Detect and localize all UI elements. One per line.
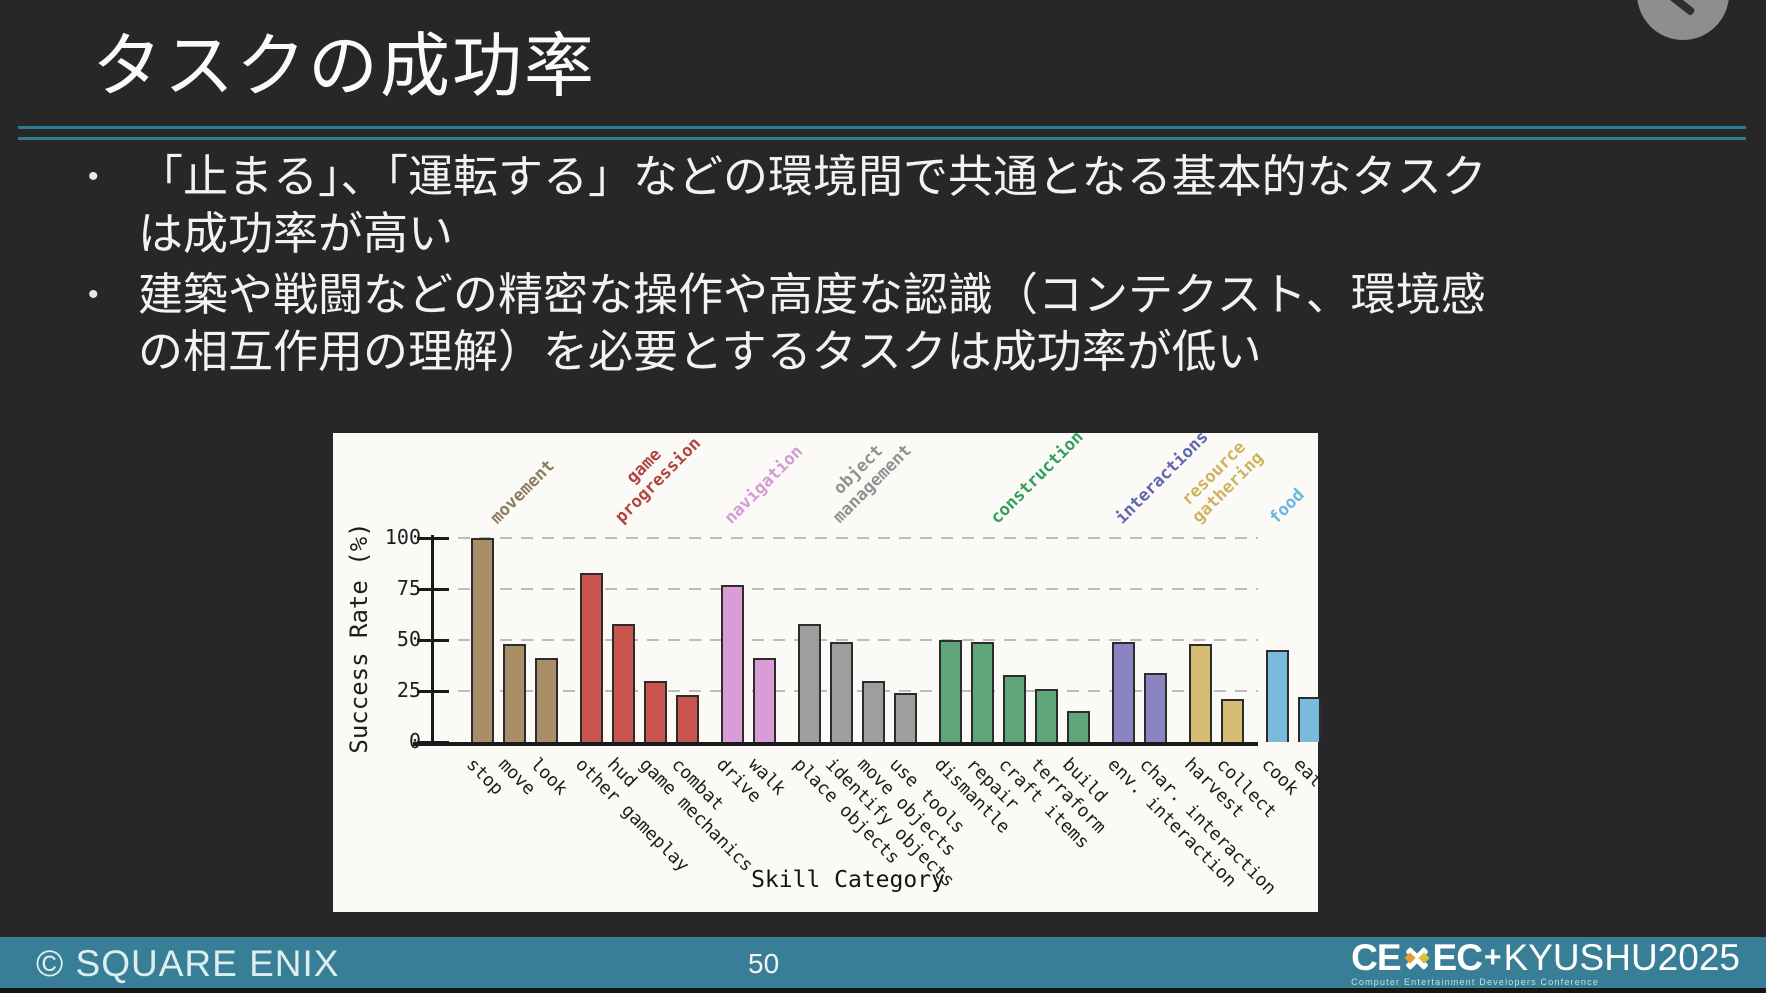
x-axis-line bbox=[413, 742, 1258, 746]
page-number: 50 bbox=[748, 948, 780, 979]
logo-plus: + bbox=[1483, 941, 1502, 974]
y-tick-label-100: 100 bbox=[384, 525, 421, 549]
back-arrow-icon bbox=[1662, 0, 1696, 17]
gridline-75 bbox=[437, 588, 1258, 590]
viewer-nav-button[interactable] bbox=[1637, 0, 1729, 40]
bar-build bbox=[1067, 711, 1090, 742]
x-axis-title: Skill Category bbox=[751, 867, 945, 893]
bar-hud bbox=[612, 624, 635, 742]
bar-move bbox=[503, 644, 526, 742]
bullet-text: 「止まる」、「運転する」などの環境間で共通となる基本的なタスクは成功率が高い bbox=[138, 151, 1487, 260]
bar-stop bbox=[471, 538, 494, 742]
bullet-marker: • bbox=[88, 278, 99, 312]
y-axis-line bbox=[431, 535, 434, 746]
bar-env-interaction bbox=[1112, 642, 1135, 742]
bullet-text: 建築や戦闘などの精密な操作や高度な認識（コンテクスト、環境感の相互作用の理解）を… bbox=[138, 269, 1486, 378]
bar-char-interaction bbox=[1144, 673, 1167, 742]
chart-panel: Success Rate (%) Skill Category 0 25 50 75 1… bbox=[333, 427, 1326, 912]
bar-eat bbox=[1298, 697, 1321, 742]
bar-walk bbox=[753, 658, 776, 742]
logo-text-left: CE bbox=[1351, 937, 1401, 978]
gridline-50 bbox=[437, 639, 1258, 641]
bar-chart: Success Rate (%) Skill Category 0 25 50 75 1… bbox=[333, 427, 1326, 912]
bullet-item: • 「止まる」、「運転する」などの環境間で共通となる基本的なタスクは成功率が高い bbox=[88, 148, 1488, 262]
copyright-text: © SQUARE ENIX bbox=[36, 943, 340, 984]
bottom-strip bbox=[0, 988, 1766, 993]
cedec-kyushu-logo: CE EC + KYUSHU2025 Computer Entertainmen… bbox=[1351, 937, 1740, 987]
bar-game-mechanics bbox=[644, 681, 667, 742]
bar-look bbox=[535, 658, 558, 742]
bar-other-gameplay bbox=[580, 573, 603, 742]
logo-text-right: EC bbox=[1432, 937, 1483, 978]
cedec-x-icon bbox=[1402, 943, 1432, 973]
cedec-logo-wordmark: CE EC + KYUSHU2025 bbox=[1351, 937, 1740, 978]
bar-move-objects bbox=[862, 681, 885, 742]
bar-drive bbox=[721, 585, 744, 742]
bar-harvest bbox=[1189, 644, 1212, 742]
group-label-text: navigation bbox=[720, 441, 807, 528]
footer-bar: © SQUARE ENIX 50 CE EC + KYUSHU2025 Comp… bbox=[0, 937, 1766, 988]
title-separator bbox=[18, 126, 1746, 140]
group-label-text: food bbox=[1265, 484, 1309, 528]
y-tick-label-25: 25 bbox=[396, 678, 421, 702]
bar-identify-objects bbox=[830, 642, 853, 742]
bar-collect bbox=[1221, 699, 1244, 742]
bar-terraform bbox=[1035, 689, 1058, 742]
bullet-list: • 「止まる」、「運転する」などの環境間で共通となる基本的なタスクは成功率が高い •… bbox=[88, 148, 1488, 385]
logo-subtitle: Computer Entertainment Developers Confer… bbox=[1351, 977, 1600, 987]
bar-use-tools bbox=[894, 693, 917, 742]
bar-place-objects bbox=[798, 624, 821, 742]
group-label-text: movement bbox=[486, 455, 559, 528]
logo-kyushu-text: KYUSHU2025 bbox=[1503, 937, 1740, 978]
y-tick-label-0: 0 bbox=[408, 729, 421, 753]
y-tick-label-75: 75 bbox=[396, 576, 421, 600]
bar-combat bbox=[676, 695, 699, 742]
bullet-marker: • bbox=[88, 160, 99, 193]
bar-dismantle bbox=[939, 640, 962, 742]
gridline-100 bbox=[437, 537, 1258, 539]
group-label-text: object management bbox=[829, 441, 916, 528]
bar-repair bbox=[971, 642, 994, 742]
group-label-text: game progression bbox=[611, 433, 705, 528]
bar-craft-items bbox=[1003, 675, 1026, 742]
bullet-item: • 建築や戦闘などの精密な操作や高度な認識（コンテクスト、環境感の相互作用の理解）… bbox=[88, 266, 1488, 380]
y-tick-label-50: 50 bbox=[396, 627, 421, 651]
group-label-text: construction bbox=[986, 426, 1088, 528]
bar-cook bbox=[1266, 650, 1289, 742]
page-title: タスクの成功率 bbox=[92, 27, 596, 105]
